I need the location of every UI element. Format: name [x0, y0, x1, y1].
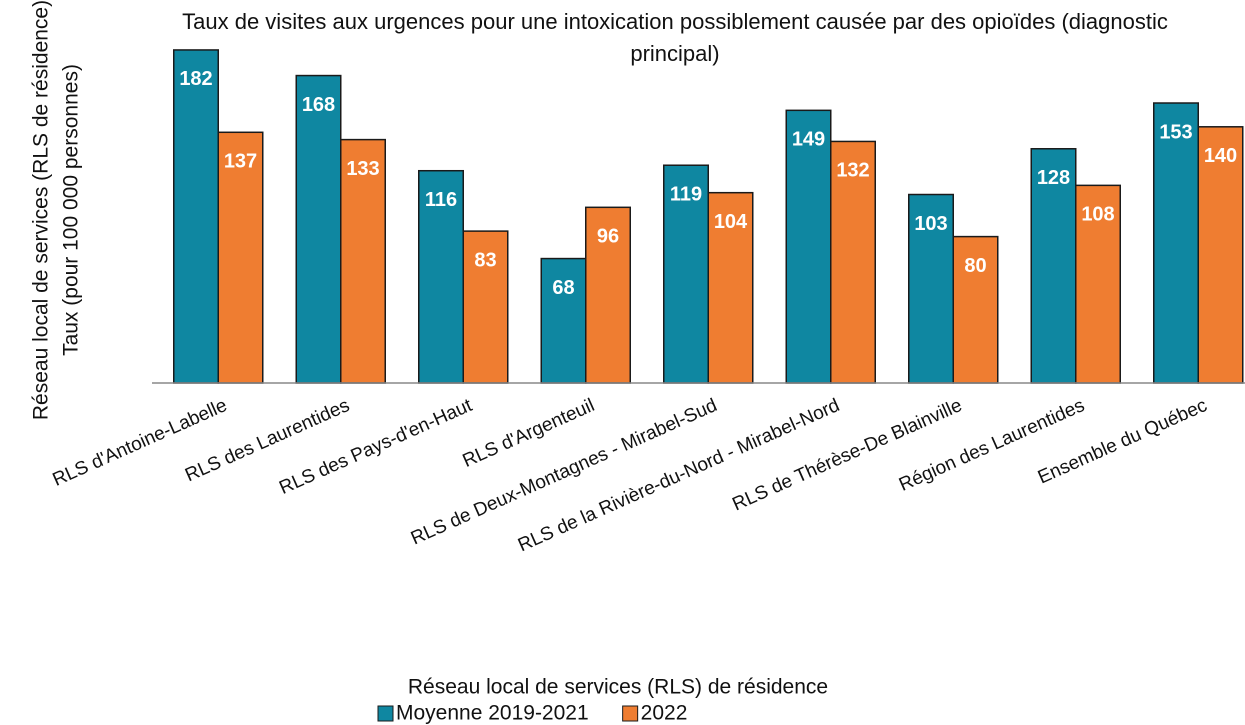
data-label: 103 [914, 213, 947, 235]
x-tick-label: RLS des Pays-d'en-Haut [276, 395, 476, 499]
data-label: 140 [1204, 145, 1237, 167]
data-label: 96 [597, 226, 619, 248]
legend-swatch [377, 705, 394, 722]
bar [295, 74, 342, 384]
data-label: 128 [1037, 167, 1070, 189]
data-label: 149 [792, 129, 825, 151]
data-label: 119 [670, 184, 702, 206]
x-tick-label: RLS de Thérèse-De Blainville [729, 395, 965, 515]
bar [462, 230, 509, 384]
bar [707, 191, 754, 384]
chart-title: Taux de visites aux urgences pour une in… [182, 9, 1168, 66]
data-label: 132 [836, 160, 869, 182]
y-axis-label: Réseau local de services (RLS de résiden… [30, 0, 53, 420]
bar [1197, 126, 1244, 384]
bar [217, 131, 264, 384]
legend-label: Moyenne 2019-2021 [396, 702, 589, 725]
bar [540, 257, 587, 384]
bar [173, 49, 219, 384]
bar [1153, 102, 1199, 384]
legend: Moyenne 2019-2021 2022 [377, 702, 688, 725]
data-label: 168 [302, 94, 335, 116]
bar [830, 140, 876, 384]
data-label: 133 [346, 158, 379, 180]
data-label: 108 [1081, 204, 1114, 226]
bar [785, 109, 832, 384]
data-label: 116 [425, 189, 457, 211]
y-axis-label: Taux (pour 100 000 personnes) [60, 64, 83, 356]
legend-label: 2022 [641, 702, 688, 725]
data-label: 153 [1159, 121, 1192, 143]
data-label: 137 [224, 151, 257, 173]
data-label: 104 [714, 211, 748, 233]
bar [663, 164, 709, 384]
data-label: 182 [179, 68, 212, 90]
data-label: 83 [474, 249, 496, 271]
bar [418, 169, 464, 384]
legend-swatch [622, 705, 639, 722]
data-label: 80 [964, 255, 986, 277]
bar [952, 235, 999, 384]
data-label: 68 [552, 277, 574, 299]
x-axis-label: Réseau local de services (RLS) de réside… [408, 676, 828, 699]
